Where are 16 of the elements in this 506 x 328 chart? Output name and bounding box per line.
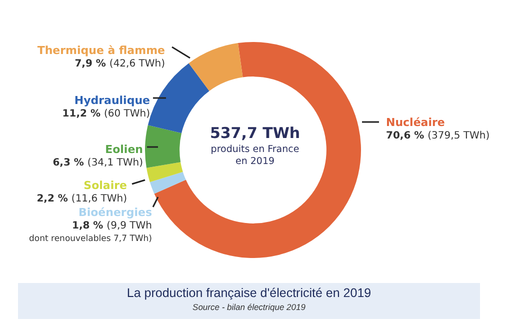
slice-label: Hydraulique	[74, 94, 150, 107]
data-label: 2,2 % (11,6 TWh)	[36, 194, 128, 205]
slice-label: Eolien	[105, 142, 143, 156]
text: La production française d'électricité en 2019	[126, 286, 372, 300]
slice-label: Thermique à flamme	[37, 44, 165, 57]
slice-label: Nucléaire	[386, 116, 445, 129]
data-label: 11,2 % (60 TWh)	[62, 108, 150, 120]
data-label: 7,9 % (42,6 TWh)	[74, 58, 166, 70]
source-note: Source - bilan électrique 2019	[192, 302, 306, 312]
data-label: 6,3 % (34,1 TWh)	[52, 158, 144, 169]
slice-label: Solaire	[84, 178, 127, 192]
data-label: 70,6 % (379,5 TWh)	[386, 130, 490, 142]
data-label: 1,8 % (9,9 TWh dont renouvelables 7,7 TWh)	[29, 220, 152, 244]
text: 537,7 TWh	[208, 124, 302, 142]
text: produits en France en 2019	[210, 144, 300, 168]
slice-label: Bioénergies	[78, 206, 152, 219]
